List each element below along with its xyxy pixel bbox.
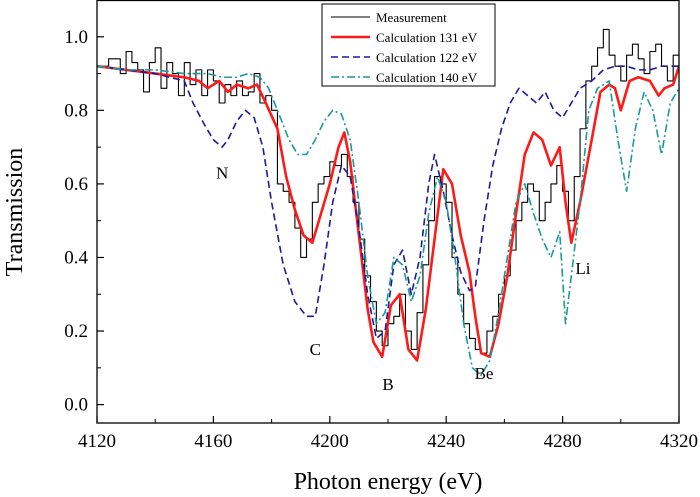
series-layer — [97, 28, 679, 376]
x-axis: 4120 4160 4200 4240 4280 4320 — [78, 416, 698, 452]
annotation-n: N — [216, 163, 228, 182]
legend-label-2: Calculation 122 eV — [376, 50, 478, 65]
annotation-c: C — [310, 340, 321, 359]
series-line-0 — [97, 28, 679, 354]
x-tick-label: 4120 — [78, 431, 116, 452]
annotation-li: Li — [575, 259, 590, 278]
x-tick-label: 4240 — [427, 431, 465, 452]
x-tick-label: 4160 — [194, 431, 232, 452]
x-tick-label: 4200 — [311, 431, 349, 452]
peak-annotations: N C B Be Li — [216, 163, 591, 394]
legend: Measurement Calculation 131 eV Calculation… — [321, 3, 496, 87]
y-axis: 0.0 0.2 0.4 0.6 0.8 1.0 — [64, 27, 104, 416]
annotation-b: B — [382, 375, 393, 394]
plot-area — [97, 28, 679, 376]
y-tick-label: 0.0 — [64, 395, 88, 416]
annotation-be: Be — [475, 364, 494, 383]
legend-label-0: Measurement — [376, 10, 447, 25]
y-tick-label: 0.6 — [64, 174, 88, 195]
legend-label-1: Calculation 131 eV — [376, 30, 478, 45]
y-axis-title: Transmission — [2, 148, 28, 276]
legend-label-3: Calculation 140 eV — [376, 70, 478, 85]
series-line-1 — [97, 64, 679, 362]
x-tick-label: 4320 — [660, 431, 698, 452]
y-tick-label: 0.2 — [64, 321, 88, 342]
legend-box — [321, 3, 496, 87]
y-tick-label: 1.0 — [64, 27, 88, 48]
y-tick-label: 0.8 — [64, 100, 88, 121]
series-line-2 — [97, 65, 679, 340]
x-axis-title: Photon energy (eV) — [294, 469, 483, 495]
y-tick-label: 0.4 — [64, 247, 88, 268]
x-tick-label: 4280 — [544, 431, 582, 452]
